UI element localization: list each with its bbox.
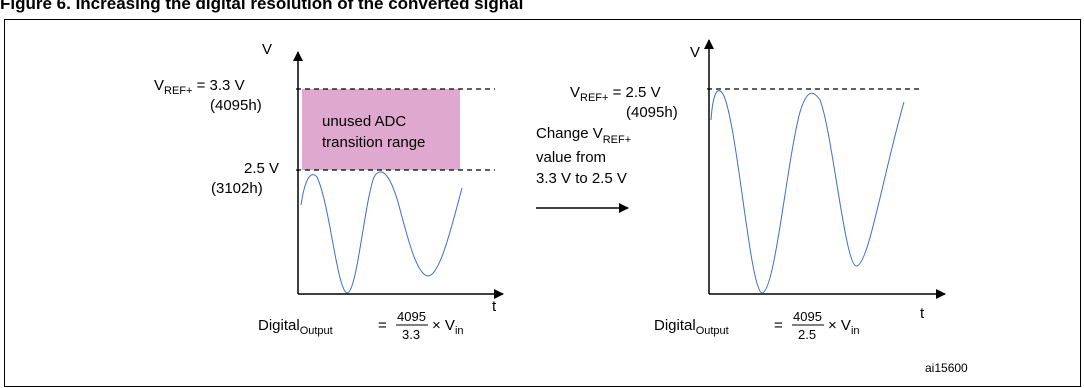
- left-vref-label: VREF+ = 3.3 V: [154, 77, 245, 97]
- left-formula-digital: Digital: [258, 317, 300, 334]
- right-vref-value: = 2.5 V: [608, 84, 660, 101]
- right-vref-label: VREF+ = 2.5 V: [570, 84, 661, 104]
- right-formula-numerator: 4095: [793, 309, 822, 324]
- left-formula-denominator: 3.3: [402, 327, 420, 342]
- right-formula-vin-sub: in: [851, 325, 860, 337]
- left-formula-output-sub: Output: [300, 325, 333, 337]
- figure-id-tag: ai15600: [925, 361, 968, 375]
- right-graph: V t VREF+ = 2.5 V (4095h) DigitalOutput …: [570, 39, 946, 342]
- left-axis-x-label: t: [492, 298, 497, 315]
- left-graph: V t VREF+ = 3.3 V (4095h) 2.5 V (3102h) …: [154, 41, 504, 342]
- unused-adc-range-box: [302, 89, 460, 170]
- right-formula-equals: =: [774, 317, 783, 334]
- right-axis-x-label: t: [920, 305, 925, 322]
- change-note-sub: REF+: [603, 134, 631, 146]
- left-axis-y-label: V: [262, 41, 272, 58]
- right-formula-prefix: DigitalOutput: [654, 317, 729, 337]
- right-vref-code: (4095h): [626, 104, 678, 121]
- left-vref-main: V: [154, 77, 164, 94]
- right-vref-sub: REF+: [580, 92, 608, 104]
- left-formula: DigitalOutput = 4095 3.3 × Vin: [258, 309, 464, 342]
- right-formula-denominator: 2.5: [798, 327, 816, 342]
- change-note-line1: Change VREF+: [536, 125, 631, 146]
- left-formula-equals: =: [378, 317, 387, 334]
- right-formula-times: × V: [828, 317, 851, 334]
- change-note-line3: 3.3 V to 2.5 V: [536, 170, 627, 187]
- left-sine-wave: [300, 171, 463, 294]
- left-formula-times: × V: [432, 317, 455, 334]
- left-lower-code: (3102h): [211, 180, 263, 197]
- left-vref-value: = 3.3 V: [192, 77, 244, 94]
- left-vref-sub: REF+: [164, 85, 192, 97]
- right-sine-wave: [710, 90, 905, 294]
- left-formula-numerator: 4095: [397, 309, 426, 324]
- right-formula-digital: Digital: [654, 317, 696, 334]
- right-formula: DigitalOutput = 4095 2.5 × Vin: [654, 309, 860, 342]
- figure-frame: [4, 19, 1081, 387]
- unused-range-line2: transition range: [322, 134, 425, 151]
- left-formula-vin-sub: in: [455, 325, 464, 337]
- right-formula-output-sub: Output: [696, 325, 729, 337]
- unused-range-line1: unused ADC: [322, 113, 406, 130]
- left-formula-prefix: DigitalOutput: [258, 317, 333, 337]
- right-axis-y-label: V: [690, 44, 700, 61]
- right-formula-times-vin: × Vin: [828, 317, 860, 337]
- left-lower-level-label: 2.5 V: [244, 160, 279, 177]
- figure-title: Figure 6. Increasing the digital resolut…: [0, 0, 524, 13]
- change-note-main: Change V: [536, 125, 603, 142]
- left-vref-code: (4095h): [210, 97, 262, 114]
- change-note: Change VREF+ value from 3.3 V to 2.5 V: [536, 125, 631, 213]
- change-note-line2: value from: [536, 149, 606, 166]
- left-formula-times-vin: × Vin: [432, 317, 464, 337]
- right-vref-main: V: [570, 84, 580, 101]
